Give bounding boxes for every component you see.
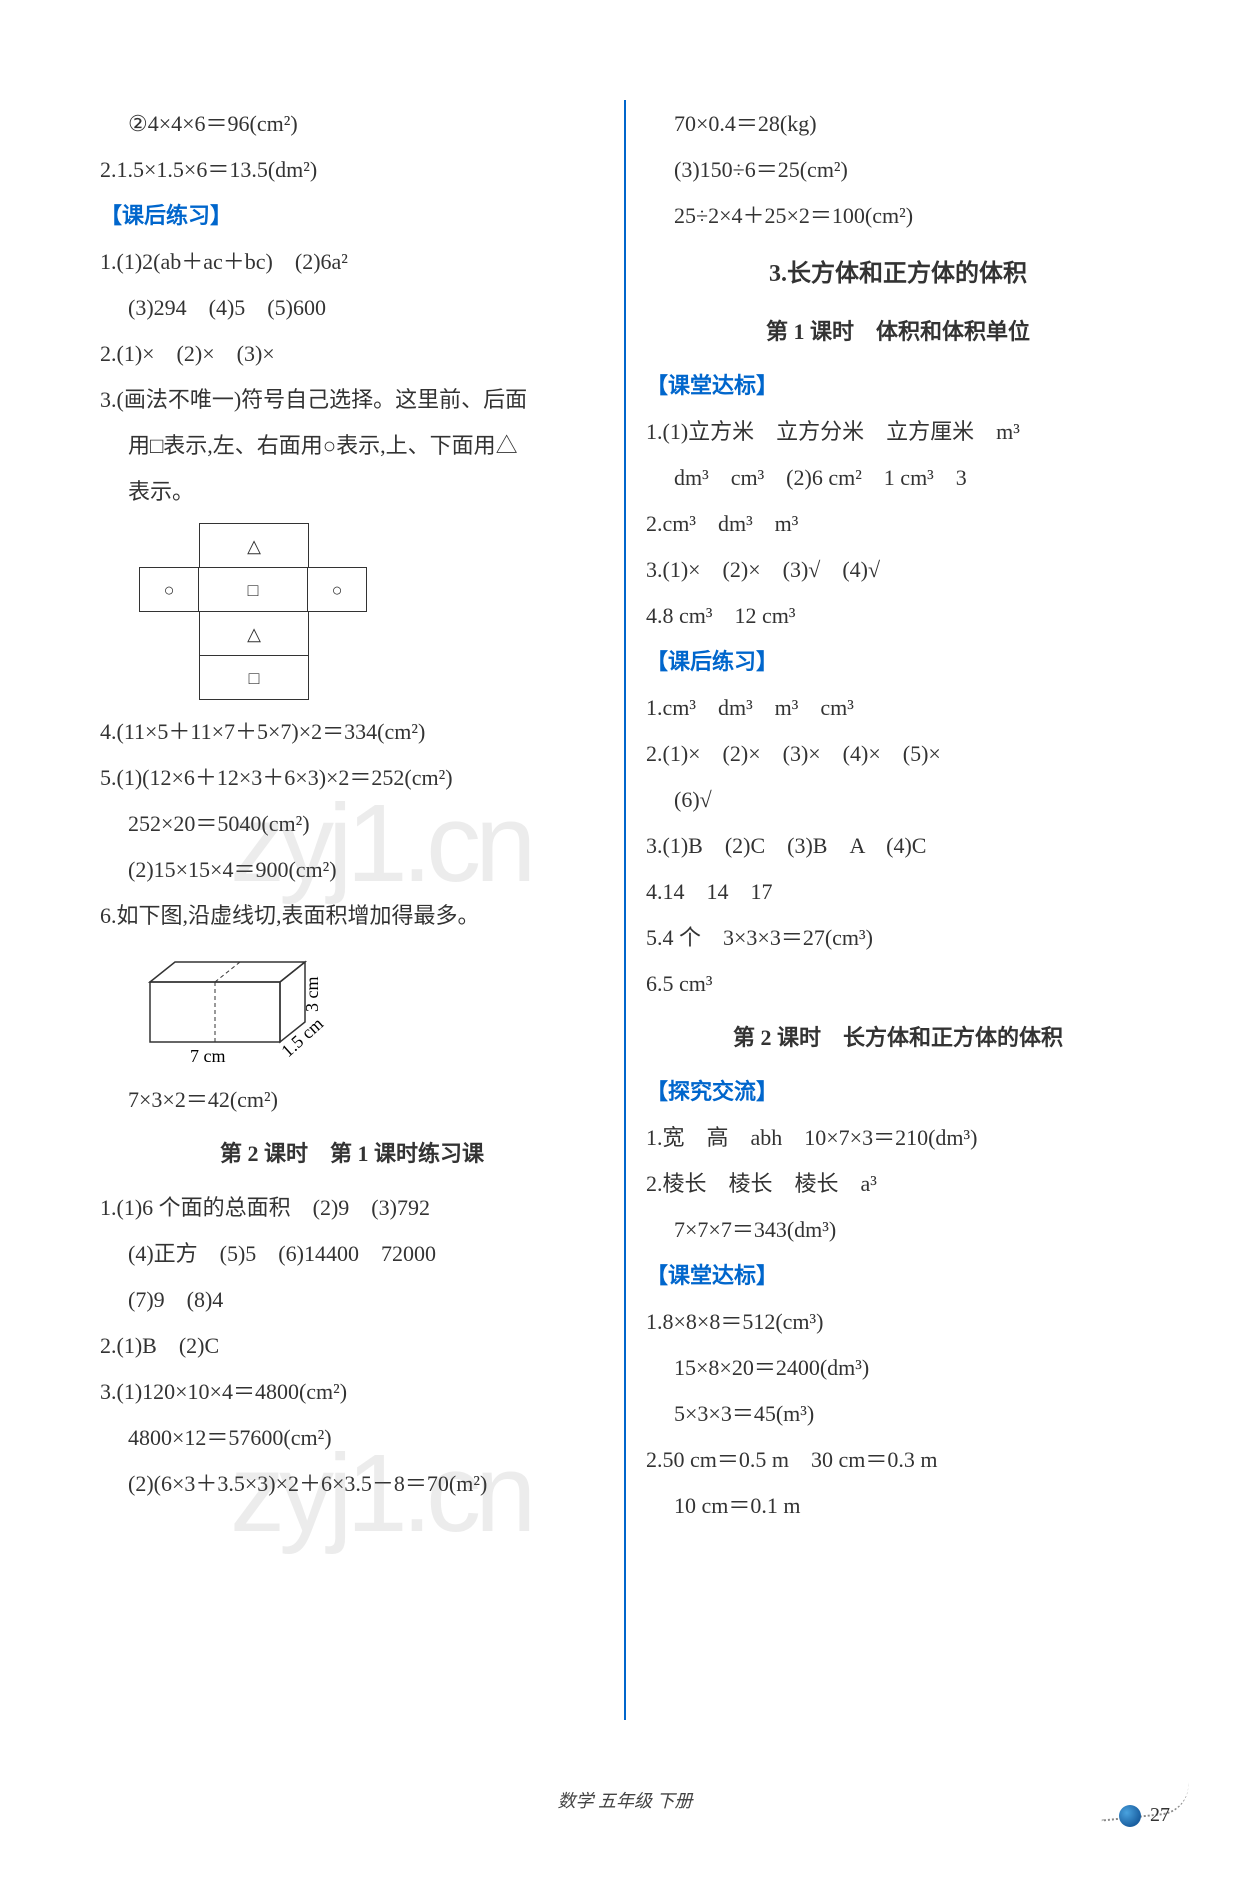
text-line: 2.棱长 棱长 棱长 a³ bbox=[646, 1162, 1150, 1206]
subheading: 第 2 课时 长方体和正方体的体积 bbox=[646, 1016, 1150, 1060]
text-line: 2.1.5×1.5×6＝13.5(dm²) bbox=[100, 148, 604, 192]
text-line: 7×7×7＝343(dm³) bbox=[646, 1208, 1150, 1252]
text-line: 6.5 cm³ bbox=[646, 962, 1150, 1006]
text-line: 3.(1)B (2)C (3)B A (4)C bbox=[646, 824, 1150, 868]
text-line: 70×0.4＝28(kg) bbox=[646, 102, 1150, 146]
section-header: 【探究交流】 bbox=[646, 1070, 1150, 1114]
text-line: 1.宽 高 abh 10×7×3＝210(dm³) bbox=[646, 1116, 1150, 1160]
text-line: 4.8 cm³ 12 cm³ bbox=[646, 594, 1150, 638]
text-line: 2.(1)B (2)C bbox=[100, 1324, 604, 1368]
text-line: 2.50 cm＝0.5 m 30 cm＝0.3 m bbox=[646, 1438, 1150, 1482]
main-heading: 3.长方体和正方体的体积 bbox=[646, 250, 1150, 298]
text-line: ②4×4×6＝96(cm²) bbox=[100, 102, 604, 146]
text-line: 6.如下图,沿虚线切,表面积增加得最多。 bbox=[100, 894, 604, 938]
text-line: (7)9 (8)4 bbox=[100, 1278, 604, 1322]
text-line: 1.(1)6 个面的总面积 (2)9 (3)792 bbox=[100, 1186, 604, 1230]
text-line: 4.14 14 17 bbox=[646, 870, 1150, 914]
net-cell: □ bbox=[198, 567, 308, 612]
footer-text: 数学 五年级 下册 bbox=[0, 1787, 1250, 1813]
text-line: 10 cm＝0.1 m bbox=[646, 1484, 1150, 1528]
section-header: 【课后练习】 bbox=[646, 640, 1150, 684]
text-line: (3)294 (4)5 (5)600 bbox=[100, 286, 604, 330]
text-line: 2.(1)× (2)× (3)× (4)× (5)× bbox=[646, 732, 1150, 776]
right-column: 70×0.4＝28(kg) (3)150÷6＝25(cm²) 25÷2×4＋25… bbox=[626, 100, 1170, 1720]
text-line: 5.(1)(12×6＋12×3＋6×3)×2＝252(cm²) bbox=[100, 756, 604, 800]
text-line: (4)正方 (5)5 (6)14400 72000 bbox=[100, 1232, 604, 1276]
net-cell: ○ bbox=[139, 567, 199, 612]
text-line: 252×20＝5040(cm²) bbox=[100, 802, 604, 846]
text-line: 5×3×3＝45(m³) bbox=[646, 1392, 1150, 1436]
text-line: 3.(1)× (2)× (3)√ (4)√ bbox=[646, 548, 1150, 592]
dim-label: 7 cm bbox=[190, 1046, 226, 1066]
net-cell: □ bbox=[199, 655, 309, 700]
text-line: 用□表示,左、右面用○表示,上、下面用△ bbox=[100, 424, 604, 468]
text-line: 15×8×20＝2400(dm³) bbox=[646, 1346, 1150, 1390]
text-line: 4800×12＝57600(cm²) bbox=[100, 1416, 604, 1460]
subheading: 第 1 课时 体积和体积单位 bbox=[646, 310, 1150, 354]
text-line: 1.cm³ dm³ m³ cm³ bbox=[646, 686, 1150, 730]
text-line: 表示。 bbox=[100, 470, 604, 514]
section-header: 【课后练习】 bbox=[100, 194, 604, 238]
text-line: 3.(1)120×10×4＝4800(cm²) bbox=[100, 1370, 604, 1414]
text-line: 25÷2×4＋25×2＝100(cm²) bbox=[646, 194, 1150, 238]
text-line: 1.(1)2(ab＋ac＋bc) (2)6a² bbox=[100, 240, 604, 284]
section-header: 【课堂达标】 bbox=[646, 1254, 1150, 1298]
net-cell: ○ bbox=[307, 567, 367, 612]
text-line: 4.(11×5＋11×7＋5×7)×2＝334(cm²) bbox=[100, 710, 604, 754]
text-line: (3)150÷6＝25(cm²) bbox=[646, 148, 1150, 192]
left-column: ②4×4×6＝96(cm²) 2.1.5×1.5×6＝13.5(dm²) 【课后… bbox=[80, 100, 624, 1720]
net-cell: △ bbox=[199, 611, 309, 656]
text-line: 2.(1)× (2)× (3)× bbox=[100, 332, 604, 376]
dim-label: 1.5 cm bbox=[277, 1013, 327, 1061]
text-line: (6)√ bbox=[646, 778, 1150, 822]
globe-icon bbox=[1119, 1805, 1141, 1827]
page-number-text: 27 bbox=[1150, 1804, 1170, 1826]
cuboid-diagram: 7 cm 1.5 cm 3 cm bbox=[140, 952, 360, 1072]
text-line: dm³ cm³ (2)6 cm² 1 cm³ 3 bbox=[646, 456, 1150, 500]
net-cell: △ bbox=[199, 523, 309, 568]
text-line: (2)(6×3＋3.5×3)×2＋6×3.5－8＝70(m²) bbox=[100, 1462, 604, 1506]
text-line: 1.8×8×8＝512(cm³) bbox=[646, 1300, 1150, 1344]
section-header: 【课堂达标】 bbox=[646, 364, 1150, 408]
subheading: 第 2 课时 第 1 课时练习课 bbox=[100, 1132, 604, 1176]
page-number: 27 bbox=[1119, 1804, 1170, 1827]
text-line: 5.4 个 3×3×3＝27(cm³) bbox=[646, 916, 1150, 960]
dim-label: 3 cm bbox=[302, 977, 322, 1013]
text-line: 2.cm³ dm³ m³ bbox=[646, 502, 1150, 546]
text-line: 3.(画法不唯一)符号自己选择。这里前、后面 bbox=[100, 378, 604, 422]
page-content: ②4×4×6＝96(cm²) 2.1.5×1.5×6＝13.5(dm²) 【课后… bbox=[80, 100, 1170, 1720]
text-line: 7×3×2＝42(cm²) bbox=[100, 1078, 604, 1122]
net-diagram: △ ○ □ ○ △ □ bbox=[140, 524, 400, 700]
text-line: (2)15×15×4＝900(cm²) bbox=[100, 848, 604, 892]
text-line: 1.(1)立方米 立方分米 立方厘米 m³ bbox=[646, 410, 1150, 454]
